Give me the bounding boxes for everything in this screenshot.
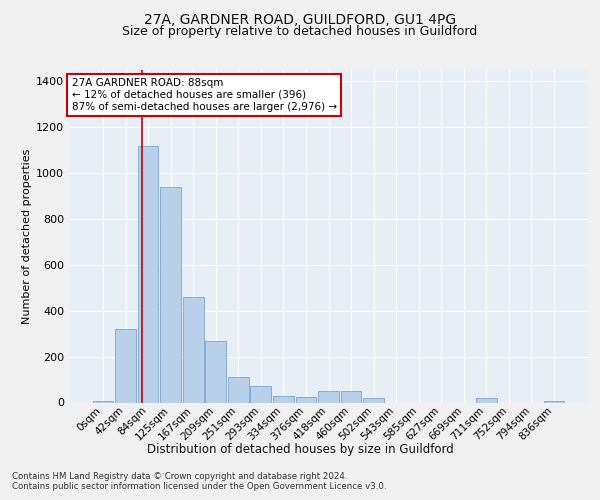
Text: 27A GARDNER ROAD: 88sqm
← 12% of detached houses are smaller (396)
87% of semi-d: 27A GARDNER ROAD: 88sqm ← 12% of detache… [71,78,337,112]
Bar [341,391,361,402]
Text: Distribution of detached houses by size in Guildford: Distribution of detached houses by size … [146,442,454,456]
Bar [273,396,294,402]
Text: Contains HM Land Registry data © Crown copyright and database right 2024.: Contains HM Land Registry data © Crown c… [12,472,347,481]
Text: 27A, GARDNER ROAD, GUILDFORD, GU1 4PG: 27A, GARDNER ROAD, GUILDFORD, GU1 4PG [144,12,456,26]
Bar [183,297,203,403]
Bar [363,398,384,402]
Bar [318,391,339,402]
Bar [115,329,136,402]
Bar [228,378,248,402]
Bar [160,187,181,402]
Y-axis label: Number of detached properties: Number of detached properties [22,148,32,324]
Bar [296,397,316,402]
Bar [205,340,226,402]
Bar [476,398,497,402]
Text: Size of property relative to detached houses in Guildford: Size of property relative to detached ho… [122,25,478,38]
Bar [250,386,271,402]
Bar [137,146,158,402]
Text: Contains public sector information licensed under the Open Government Licence v3: Contains public sector information licen… [12,482,386,491]
